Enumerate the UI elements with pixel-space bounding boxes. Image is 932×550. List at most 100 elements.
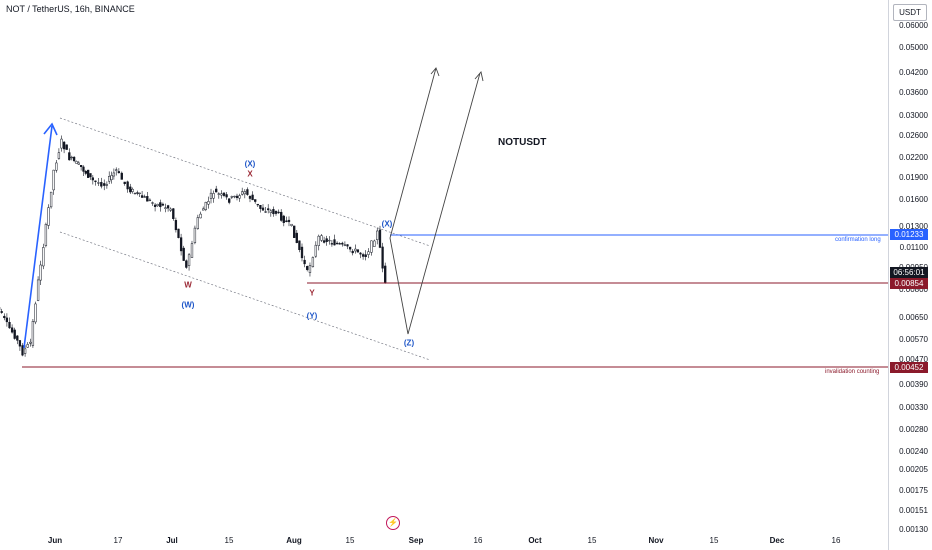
candle-body (123, 181, 126, 185)
candle-body (290, 223, 293, 226)
price-tick: 0.01100 (899, 243, 928, 252)
candle-body (138, 192, 141, 195)
candlestick-series (0, 135, 387, 357)
candle-body (209, 192, 213, 199)
time-tick: Sep (408, 536, 424, 545)
candle-body (151, 202, 154, 204)
candle-body (18, 340, 22, 347)
candle-body (169, 208, 172, 211)
candle-body (161, 203, 165, 206)
price-tick: 0.00570 (899, 335, 928, 344)
candle-body (306, 266, 309, 270)
candle-body (79, 165, 83, 167)
projection-path-a (389, 67, 437, 239)
candle-body (343, 244, 347, 246)
time-tick: Nov (648, 536, 664, 545)
candle-body (238, 195, 241, 199)
candle-body (230, 196, 233, 198)
wave-label: Y (309, 288, 315, 298)
candle-body (166, 205, 170, 209)
candle-body (44, 224, 48, 246)
candle-body (8, 322, 11, 329)
price-tick: 0.03000 (899, 111, 928, 120)
candle-body (182, 247, 185, 261)
candle-body (311, 257, 315, 267)
candle-body (26, 344, 29, 348)
candle-body (346, 244, 349, 247)
time-tick: Jul (166, 536, 178, 545)
candle-body (0, 311, 3, 313)
candle-body (62, 141, 66, 150)
candle-body (190, 243, 194, 258)
candle-body (204, 201, 207, 210)
price-tick: 0.00240 (899, 447, 928, 456)
candle-body (89, 173, 92, 178)
confirmation-caption: confirmation long (835, 237, 881, 243)
projection-path-a-head (430, 67, 440, 77)
projection-path-b (389, 72, 481, 335)
candle-body (47, 207, 50, 226)
candle-body (303, 259, 306, 265)
candle-body (39, 264, 42, 281)
candle-body (185, 260, 188, 268)
candle-body (376, 230, 379, 241)
watermark-title: NOTUSDT (498, 137, 547, 148)
price-tick: 0.00650 (899, 313, 928, 322)
candle-body (105, 184, 109, 186)
candle-body (233, 195, 236, 198)
candle-body (110, 175, 113, 180)
candle-body (115, 169, 118, 171)
candle-body (338, 243, 341, 245)
candle-body (261, 207, 265, 211)
candle-body (91, 177, 94, 181)
candle-body (153, 204, 157, 207)
candle-body (378, 229, 382, 248)
candle-body (295, 232, 298, 243)
candle-body (68, 152, 71, 161)
candle-body (215, 188, 218, 193)
time-tick: Jun (47, 536, 63, 545)
chart-plot[interactable] (0, 0, 888, 550)
candle-body (42, 247, 45, 267)
candle-body (259, 204, 262, 209)
candle-body (140, 195, 144, 198)
currency-button[interactable]: USDT (893, 4, 927, 21)
candle-body (225, 194, 228, 198)
candle-body (87, 169, 90, 178)
candle-body (364, 254, 367, 258)
price-tick: 0.00800 (899, 285, 928, 294)
candle-body (126, 181, 129, 190)
lightning-icon[interactable]: ⚡ (386, 516, 400, 530)
invalidation-caption: invalidation counting (825, 369, 880, 375)
candle-body (202, 208, 205, 211)
candle-body (196, 217, 199, 229)
candle-body (356, 249, 360, 253)
wave-label: (X) (381, 219, 393, 229)
time-tick: 17 (113, 536, 123, 545)
candle-body (172, 208, 175, 219)
candle-body (254, 199, 257, 202)
candle-body (351, 250, 354, 254)
candle-body (36, 279, 40, 301)
candle-body (65, 144, 68, 150)
candle-body (94, 180, 97, 182)
candle-body (49, 191, 53, 208)
candle-body (272, 209, 275, 215)
candle-body (10, 327, 14, 333)
candle-body (287, 219, 291, 223)
candle-body (370, 240, 373, 253)
price-tick: 0.00130 (899, 525, 928, 534)
candle-body (348, 246, 352, 250)
channel-upper-line (59, 117, 431, 247)
candle-body (3, 315, 6, 319)
candle-body (373, 240, 376, 247)
candle-body (82, 166, 85, 172)
candle-body (29, 341, 32, 344)
channel-lower-line (59, 231, 431, 361)
projection-path-b-head (474, 71, 484, 82)
candle-body (187, 254, 191, 266)
candle-body (13, 329, 16, 339)
time-tick: 16 (473, 536, 483, 545)
candle-body (300, 246, 304, 259)
candle-body (314, 244, 317, 257)
